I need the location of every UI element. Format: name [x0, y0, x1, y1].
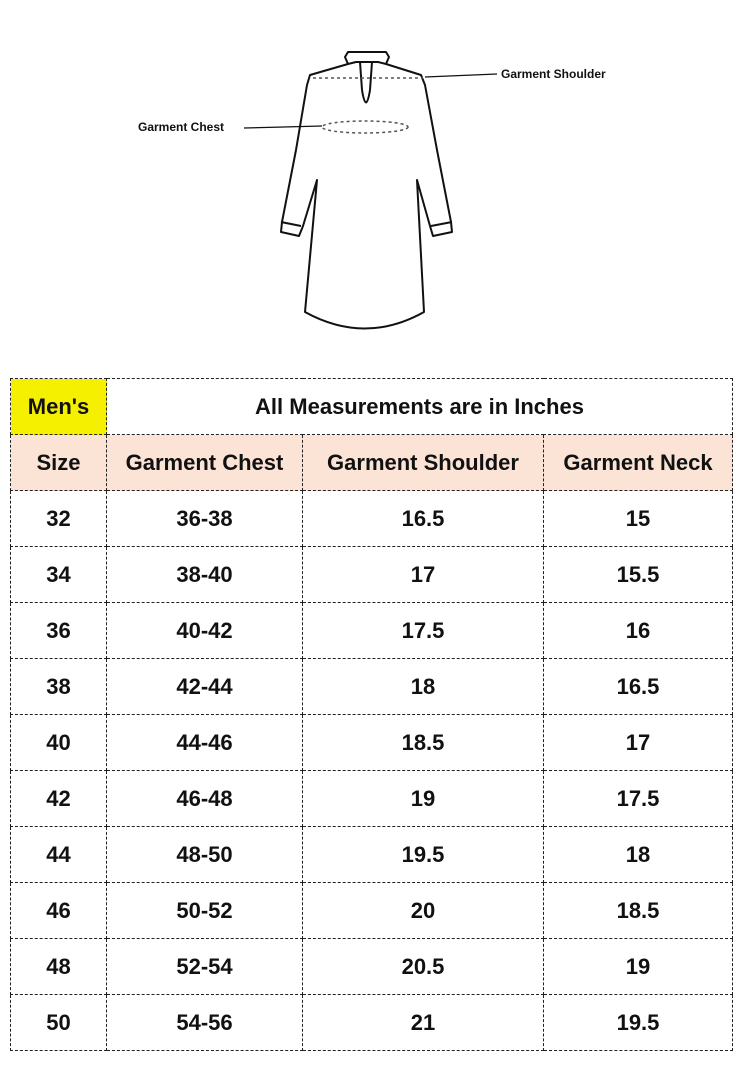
shoulder-cell: 21 — [302, 994, 544, 1051]
neck-cell: 17.5 — [543, 770, 733, 827]
shoulder-cell: 19.5 — [302, 826, 544, 883]
neck-cell: 17 — [543, 714, 733, 771]
neck-cell: 18.5 — [543, 882, 733, 939]
mens-label: Men's — [10, 378, 107, 435]
table-row: 34 38-40 17 15.5 — [10, 546, 733, 603]
size-cell: 34 — [10, 546, 107, 603]
title-row: Men's All Measurements are in Inches — [10, 378, 733, 435]
shoulder-cell: 20.5 — [302, 938, 544, 995]
header-size: Size — [10, 434, 107, 491]
chest-cell: 50-52 — [106, 882, 303, 939]
chest-cell: 42-44 — [106, 658, 303, 715]
size-cell: 36 — [10, 602, 107, 659]
neck-cell: 19.5 — [543, 994, 733, 1051]
header-shoulder: Garment Shoulder — [302, 434, 544, 491]
table-row: 36 40-42 17.5 16 — [10, 602, 733, 659]
kurta-collar — [344, 51, 390, 65]
shoulder-cell: 17.5 — [302, 602, 544, 659]
neck-cell: 16 — [543, 602, 733, 659]
shoulder-cell: 17 — [302, 546, 544, 603]
kurta-placket — [359, 61, 373, 104]
shoulder-label: Garment Shoulder — [501, 67, 606, 81]
chest-label: Garment Chest — [138, 120, 225, 134]
kurta-illustration — [243, 51, 498, 330]
neck-cell: 15.5 — [543, 546, 733, 603]
table-row: 44 48-50 19.5 18 — [10, 826, 733, 883]
size-cell: 48 — [10, 938, 107, 995]
size-cell: 42 — [10, 770, 107, 827]
header-chest: Garment Chest — [106, 434, 303, 491]
chest-cell: 48-50 — [106, 826, 303, 883]
size-chart-table: Men's All Measurements are in Inches Siz… — [10, 378, 733, 1051]
size-cell: 32 — [10, 490, 107, 547]
table-row: 46 50-52 20 18.5 — [10, 882, 733, 939]
chest-cell: 40-42 — [106, 602, 303, 659]
kurta-body — [280, 63, 453, 330]
neck-cell: 18 — [543, 826, 733, 883]
table-title: All Measurements are in Inches — [106, 378, 733, 435]
table-row: 40 44-46 18.5 17 — [10, 714, 733, 771]
chest-cell: 36-38 — [106, 490, 303, 547]
size-cell: 38 — [10, 658, 107, 715]
chest-cell: 46-48 — [106, 770, 303, 827]
shoulder-cell: 20 — [302, 882, 544, 939]
size-cell: 40 — [10, 714, 107, 771]
table-row: 42 46-48 19 17.5 — [10, 770, 733, 827]
chest-cell: 38-40 — [106, 546, 303, 603]
chest-cell: 44-46 — [106, 714, 303, 771]
neck-cell: 15 — [543, 490, 733, 547]
header-row: Size Garment Chest Garment Shoulder Garm… — [10, 434, 733, 491]
neck-cell: 16.5 — [543, 658, 733, 715]
chest-cell: 52-54 — [106, 938, 303, 995]
header-neck: Garment Neck — [543, 434, 733, 491]
chest-cell: 54-56 — [106, 994, 303, 1051]
shoulder-cell: 18.5 — [302, 714, 544, 771]
size-cell: 46 — [10, 882, 107, 939]
size-cell: 50 — [10, 994, 107, 1051]
shoulder-cell: 19 — [302, 770, 544, 827]
table-row: 48 52-54 20.5 19 — [10, 938, 733, 995]
table-row: 50 54-56 21 19.5 — [10, 994, 733, 1051]
size-cell: 44 — [10, 826, 107, 883]
shoulder-cell: 16.5 — [302, 490, 544, 547]
table-row: 38 42-44 18 16.5 — [10, 658, 733, 715]
neck-cell: 19 — [543, 938, 733, 995]
shoulder-cell: 18 — [302, 658, 544, 715]
table-row: 32 36-38 16.5 15 — [10, 490, 733, 547]
chest-measure-line — [321, 120, 409, 134]
